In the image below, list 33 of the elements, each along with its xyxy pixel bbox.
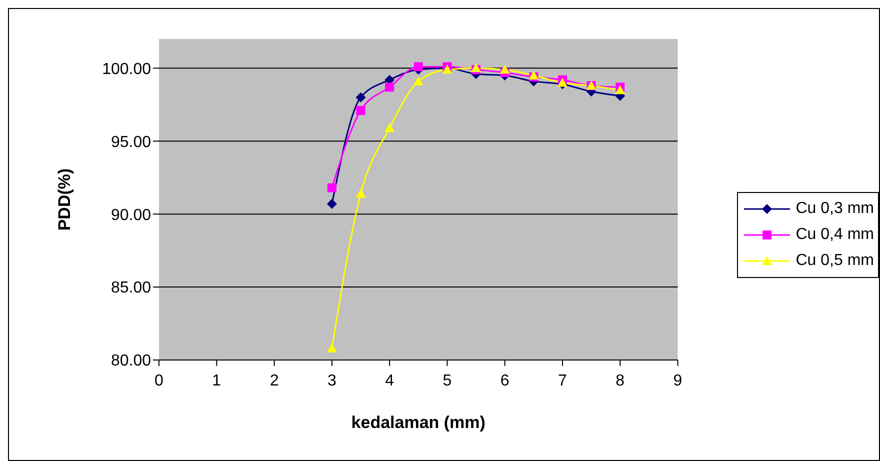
x-axis-title: kedalaman (mm) [351,413,486,432]
legend-label: Cu 0,4 mm [796,226,874,244]
point [326,343,337,352]
legend-label: Cu 0,3 mm [796,200,874,218]
y-tick-label: 100.00 [102,60,152,78]
point [356,92,366,102]
x-tick-label: 6 [500,372,510,390]
y-tick-label: 85.00 [110,280,152,297]
point [384,123,395,132]
point [557,78,568,87]
point [326,198,337,209]
x-tick-label: 0 [154,372,164,390]
point [327,183,336,192]
x-tick-label: 9 [673,372,682,390]
x-tick-label: 7 [558,372,568,390]
y-tick-label: 90.00 [110,206,152,224]
point [356,106,366,115]
y-axis-title: PDD(%) [55,168,74,231]
point [615,85,626,94]
legend-label: Cu 0,5 mm [796,252,874,270]
point [500,64,510,74]
x-tick-label: 3 [327,372,336,390]
y-tick-label: 80.00 [110,352,152,370]
x-tick-label: 4 [385,372,394,390]
x-tick-label: 1 [212,372,222,390]
point [356,188,366,198]
point [414,62,423,72]
x-tick-label: 2 [270,372,279,390]
x-tick-label: 8 [616,372,625,390]
y-tick-label: 95.00 [110,134,152,151]
point [385,82,394,92]
point [413,76,424,86]
x-tick-label: 5 [442,372,452,390]
